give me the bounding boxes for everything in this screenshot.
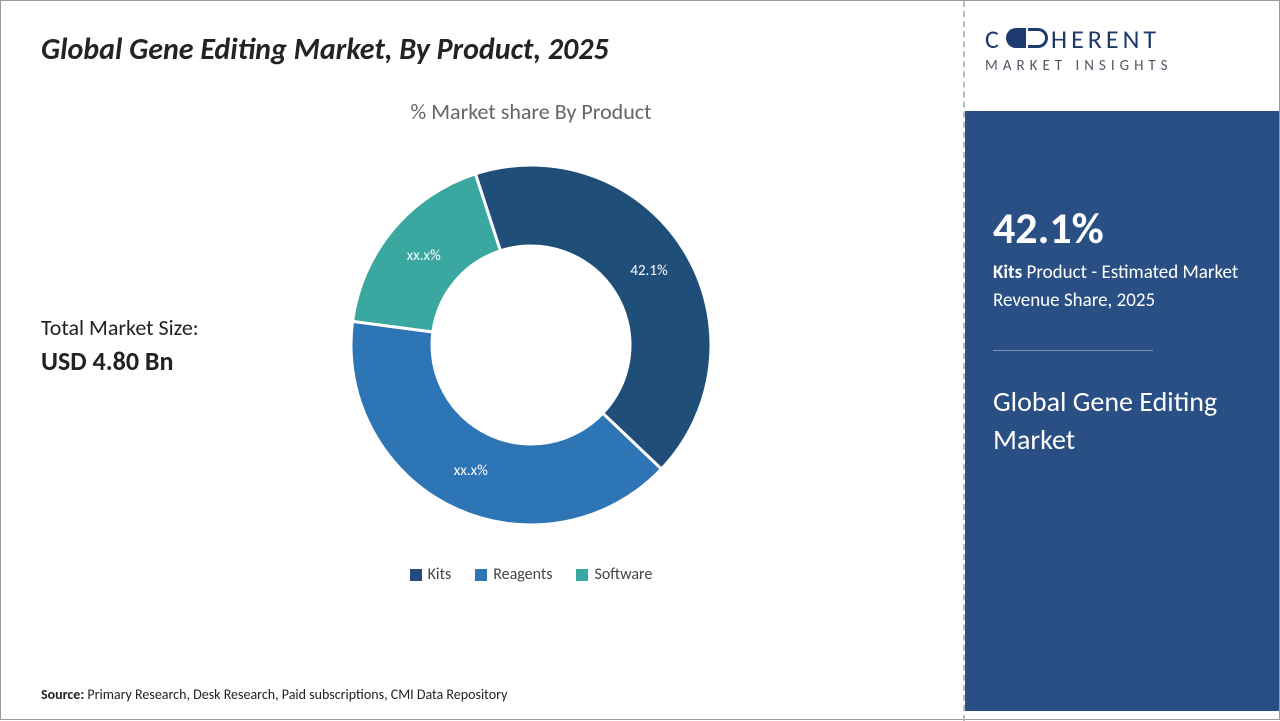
page-title: Global Gene Editing Market, By Product, … (41, 31, 901, 68)
legend-item-software: Software (576, 565, 652, 584)
stat-desc-bold: Kits (993, 261, 1022, 284)
logo-text-b: HERENT (1051, 23, 1160, 55)
stat-percentage: 42.1% (993, 201, 1251, 255)
logo-mark-left-icon (1006, 28, 1026, 48)
donut-slice-reagents (351, 321, 661, 525)
source-text: Primary Research, Desk Research, Paid su… (87, 686, 507, 703)
donut-slice-software (353, 174, 501, 332)
stat-desc-rest: Product - Estimated Market Revenue Share… (993, 261, 1238, 312)
stat-description: Kits Product - Estimated Market Revenue … (993, 259, 1251, 314)
logo-text-a: C (985, 23, 1003, 55)
legend-swatch (410, 569, 422, 581)
market-size-block: Total Market Size: USD 4.80 Bn (41, 314, 321, 377)
brand-logo: C HERENT MARKET INSIGHTS (965, 1, 1279, 111)
side-panel: 42.1% Kits Product - Estimated Market Re… (965, 111, 1279, 711)
chart-legend: Kits Reagents Software (161, 565, 901, 586)
panel-divider (993, 350, 1153, 351)
legend-label: Software (594, 565, 652, 584)
legend-swatch (475, 569, 487, 581)
donut-chart: 42.1%xx.x%xx.x% (321, 135, 741, 555)
chart-subtitle: % Market share By Product (161, 98, 901, 125)
legend-item-kits: Kits (410, 565, 452, 584)
legend-item-reagents: Reagents (475, 565, 552, 584)
legend-swatch (576, 569, 588, 581)
source-line: Source: Primary Research, Desk Research,… (41, 686, 507, 703)
legend-label: Reagents (493, 565, 552, 584)
legend-label: Kits (428, 565, 452, 584)
logo-mark-right-icon (1028, 28, 1048, 48)
panel-market-name: Global Gene Editing Market (993, 383, 1251, 459)
logo-subtext: MARKET INSIGHTS (985, 57, 1259, 75)
source-prefix: Source: (41, 686, 84, 703)
market-size-value: USD 4.80 Bn (41, 345, 321, 377)
market-size-label: Total Market Size: (41, 314, 321, 341)
